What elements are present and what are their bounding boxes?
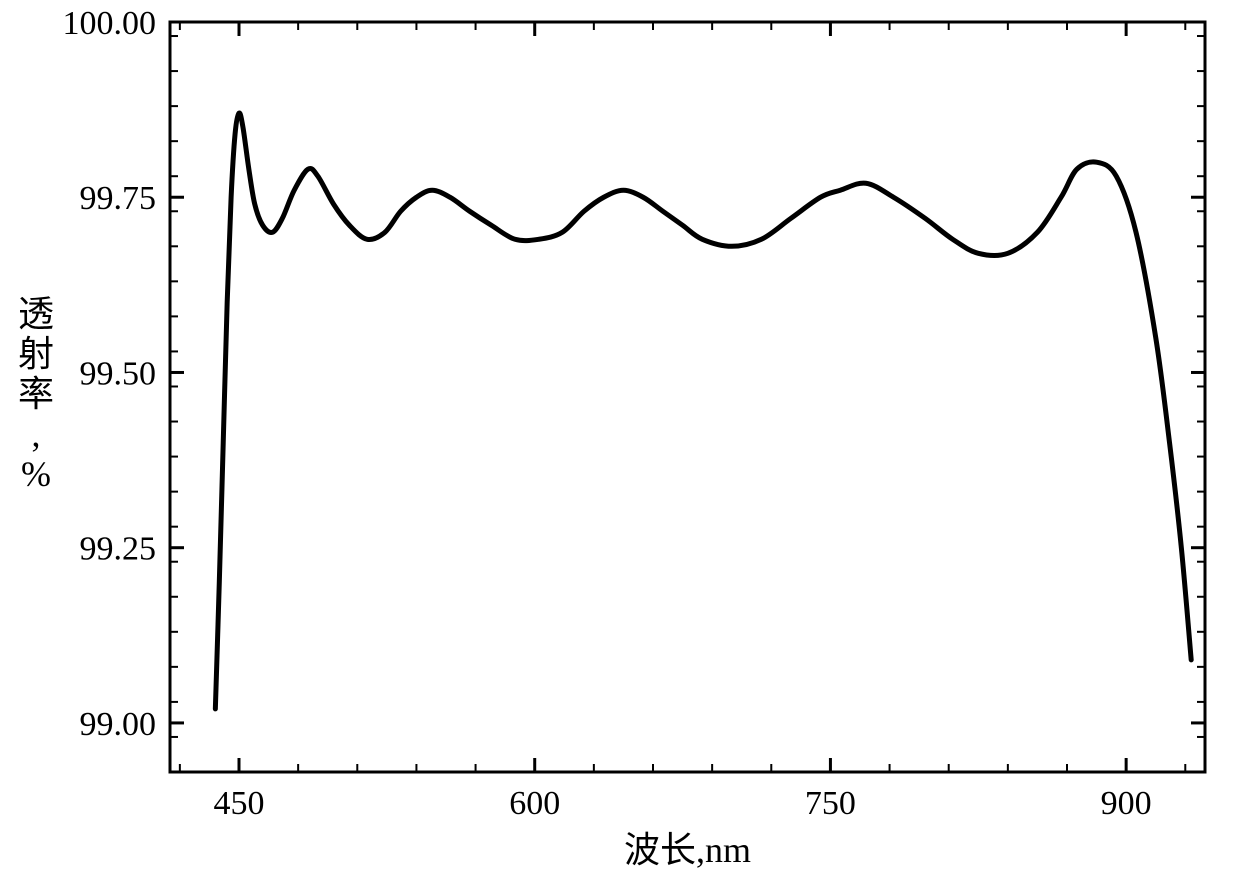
x-tick-label: 750	[805, 785, 856, 822]
y-tick-label: 99.50	[80, 355, 157, 392]
y-axis-label-glyph: 射	[18, 334, 54, 374]
chart-svg: 450 600 750 900 99.00 99.25 99.50 99.75 100.00 波长…	[0, 0, 1240, 883]
y-axis-label-glyph: 透	[18, 294, 54, 334]
y-tick-label: 100.00	[63, 5, 157, 42]
y-axis-label-glyph: 率	[18, 374, 54, 414]
y-tick-label: 99.25	[80, 531, 157, 568]
y-tick-label: 99.00	[80, 706, 157, 743]
y-axis-label-glyph: %	[21, 454, 51, 494]
x-tick-label: 900	[1101, 785, 1152, 822]
transmittance-chart: 450 600 750 900 99.00 99.25 99.50 99.75 100.00 波长…	[0, 0, 1240, 883]
y-axis-label-glyph: ,	[32, 414, 41, 454]
x-tick-label: 450	[214, 785, 265, 822]
x-axis-label: 波长,nm	[624, 830, 751, 870]
y-tick-label: 99.75	[80, 180, 157, 217]
x-tick-label: 600	[509, 785, 560, 822]
